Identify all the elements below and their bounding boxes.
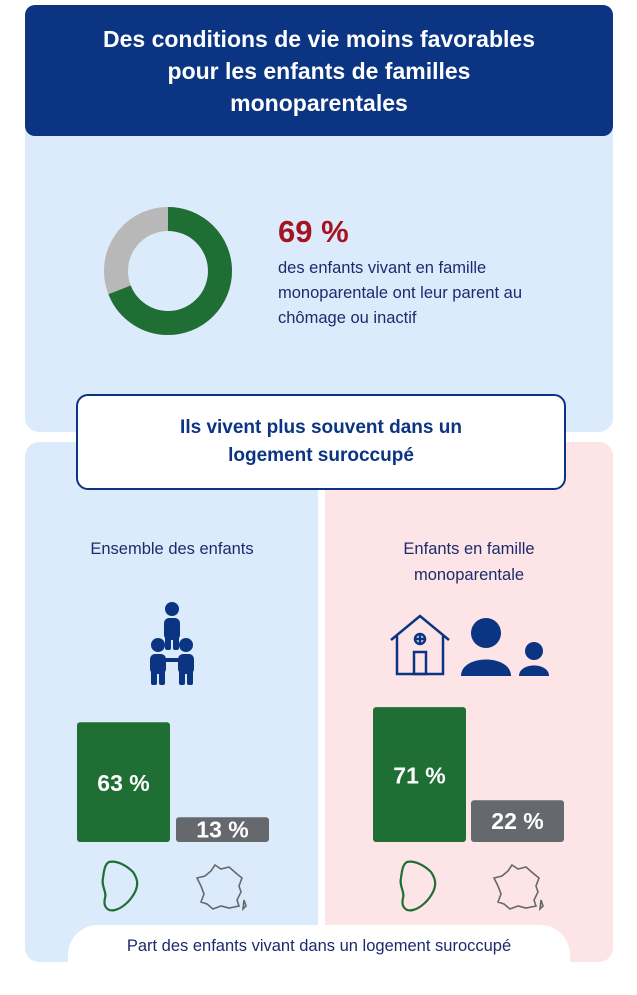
france-map-icon (492, 863, 544, 912)
bar-label: 63 % (97, 770, 149, 796)
banner-text: Ils vivent plus souvent dans un logement… (180, 417, 462, 466)
bar-guyane-1 (373, 707, 466, 842)
stat-value: 69 % (278, 214, 349, 249)
guyane-map-icon (399, 860, 437, 912)
group-title-monoparentale: Enfants en famille monoparentale (403, 540, 535, 584)
donut-value-slice (104, 207, 232, 335)
house-parent-child-icon (390, 614, 549, 676)
stat-description: des enfants vivant en famille monoparent… (278, 259, 523, 327)
bar-label: 22 % (491, 808, 543, 834)
bar-guyane-0 (77, 722, 170, 842)
bar-france-0 (176, 817, 269, 842)
footer-text: Part des enfants vivant dans un logement… (126, 937, 512, 955)
donut-chart (104, 207, 232, 335)
france-map-icon (195, 863, 247, 912)
guyane-map-icon (101, 860, 139, 912)
header-banner: Des conditions de vie moins favorables p… (25, 5, 613, 136)
children-group-icon (150, 602, 194, 685)
bar-label: 71 % (393, 763, 445, 789)
suroccupation-banner: Ils vivent plus souvent dans un logement… (76, 394, 566, 490)
group-title-ensemble: Ensemble des enfants (90, 540, 254, 558)
footer-caption: Part des enfants vivant dans un logement… (68, 925, 570, 995)
bar-france-1 (471, 800, 564, 842)
page-title: Des conditions de vie moins favorables p… (102, 25, 535, 116)
bar-label: 13 % (196, 817, 248, 843)
